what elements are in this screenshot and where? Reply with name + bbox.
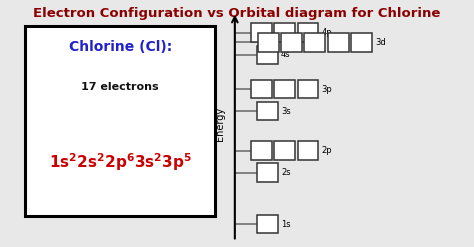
Text: 2s: 2s <box>281 168 291 177</box>
Bar <box>274 23 295 42</box>
Text: 2p: 2p <box>322 146 332 155</box>
Bar <box>274 80 295 98</box>
Text: $\mathbf{1s^{2}2s^{2}2p^{6}3s^{2}3p^{5}}$: $\mathbf{1s^{2}2s^{2}2p^{6}3s^{2}3p^{5}}… <box>49 151 191 173</box>
Bar <box>351 33 372 52</box>
Text: Chlorine (Cl):: Chlorine (Cl): <box>69 40 172 54</box>
Bar <box>328 33 348 52</box>
Bar <box>298 141 319 160</box>
Bar <box>257 45 278 64</box>
Text: Electron Configuration vs Orbital diagram for Chlorine: Electron Configuration vs Orbital diagra… <box>33 7 441 20</box>
Text: 4s: 4s <box>281 50 291 59</box>
FancyBboxPatch shape <box>25 26 215 216</box>
Text: 3d: 3d <box>375 38 386 47</box>
Text: 4p: 4p <box>322 28 332 37</box>
Bar <box>257 102 278 121</box>
Bar <box>281 33 302 52</box>
Bar <box>304 33 325 52</box>
Bar <box>251 23 272 42</box>
Text: Energy: Energy <box>215 106 225 141</box>
Bar <box>251 141 272 160</box>
Bar <box>257 164 278 182</box>
Bar <box>298 23 319 42</box>
Text: 3p: 3p <box>322 85 333 94</box>
Bar <box>298 80 319 98</box>
Text: 1s: 1s <box>281 220 291 229</box>
Text: 3s: 3s <box>281 107 291 116</box>
Bar <box>251 80 272 98</box>
Text: 17 electrons: 17 electrons <box>82 82 159 92</box>
Bar <box>274 141 295 160</box>
Bar <box>257 215 278 233</box>
Bar <box>258 33 279 52</box>
